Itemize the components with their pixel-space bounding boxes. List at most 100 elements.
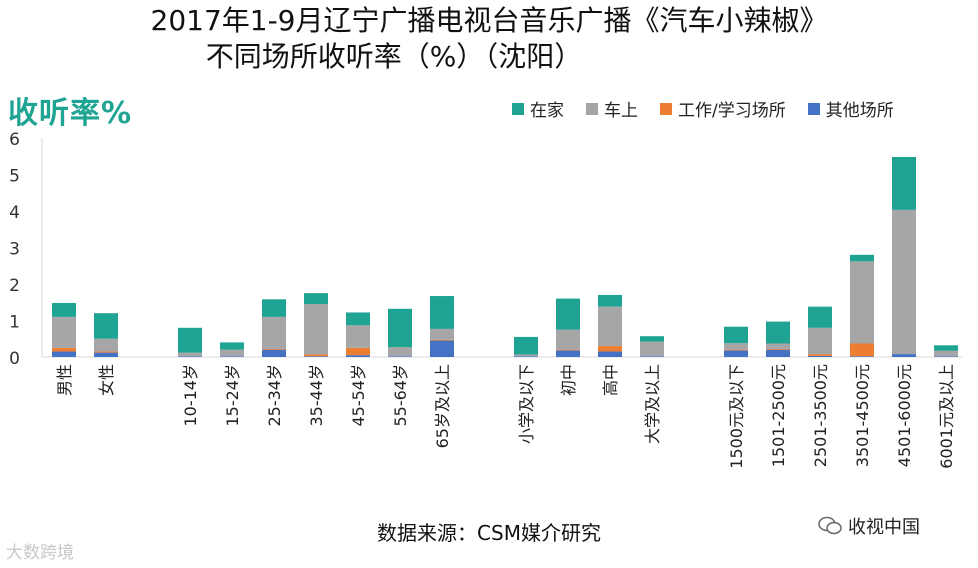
bar-segment-car — [52, 316, 76, 348]
bar-segment-car — [556, 329, 580, 350]
x-tick-label: 55-64岁 — [391, 364, 410, 427]
bar-segment-other — [52, 351, 76, 357]
x-tick-label: 1500元及以下 — [727, 364, 746, 469]
bar-segment-car — [850, 261, 874, 344]
y-tick-label: 5 — [9, 167, 20, 187]
bar-segment-car — [766, 343, 790, 349]
bar-segment-other — [220, 356, 244, 357]
bar-segment-work — [304, 354, 328, 357]
bar-segment-other — [598, 351, 622, 357]
chart-title-line2: 不同场所收听率（%）（沈阳） — [205, 40, 583, 73]
y-tick-label: 4 — [9, 203, 20, 223]
bar-segment-other — [850, 356, 874, 357]
legend-item-car: 车上 — [586, 96, 638, 121]
bar-segment-other — [514, 356, 538, 357]
bar-segment-home — [304, 293, 328, 305]
y-tick-label: 2 — [9, 276, 20, 296]
x-tick-label: 1501-2500元 — [769, 364, 788, 467]
bar-segment-home — [388, 308, 412, 348]
bar-segment-home — [892, 156, 916, 210]
bar-segment-other — [430, 340, 454, 357]
bar-segment-home — [556, 298, 580, 330]
y-axis-label: 收听率% — [8, 96, 133, 131]
y-tick-label: 3 — [9, 240, 20, 260]
bar-segment-work — [52, 347, 76, 352]
bar-segment-car — [388, 347, 412, 357]
bar-segment-home — [766, 321, 790, 344]
bar-segment-other — [808, 355, 832, 357]
bar-segment-other — [724, 350, 748, 357]
bar-segment-home — [346, 312, 370, 326]
bar-segment-home — [724, 326, 748, 344]
bar-segment-car — [934, 350, 958, 357]
bar-segment-work — [808, 354, 832, 356]
bar-segment-home — [262, 299, 286, 317]
bar-segment-car — [808, 327, 832, 355]
bar-segment-car — [304, 304, 328, 355]
legend-label-work: 工作/学习场所 — [678, 101, 786, 121]
x-tick-label: 小学及以下 — [517, 364, 536, 444]
bar-segment-car — [430, 328, 454, 340]
chart-title-line1: 2017年1-9月辽宁广播电视台音乐广播《汽车小辣椒》 — [150, 4, 828, 37]
legend-item-work: 工作/学习场所 — [660, 96, 786, 121]
bar-segment-home — [640, 336, 664, 342]
bar-segment-car — [724, 343, 748, 350]
legend-swatch-other — [807, 102, 820, 115]
bar-segment-work — [766, 348, 790, 350]
bar-segment-home — [850, 254, 874, 262]
bar-segment-work — [94, 351, 118, 353]
watermark-left: 大数跨境 — [6, 543, 74, 563]
x-tick-label: 3501-4500元 — [853, 364, 872, 467]
x-tick-label: 45-54岁 — [349, 364, 368, 427]
x-tick-label: 男性 — [55, 364, 74, 396]
bar-segment-car — [598, 306, 622, 347]
bar-segment-other — [766, 349, 790, 357]
legend-swatch-home — [512, 102, 524, 115]
bar-segment-other — [262, 349, 286, 357]
bar-segment-car — [262, 316, 286, 349]
y-tick-label: 6 — [9, 130, 20, 150]
y-tick-label: 1 — [9, 313, 20, 333]
bar-segment-other — [934, 356, 958, 357]
bar-segment-other — [346, 355, 370, 357]
bar-segment-car — [892, 209, 916, 355]
bar-segment-other — [388, 356, 412, 357]
x-tick-label: 初中 — [559, 364, 578, 396]
watermark-right-text: 收视中国 — [848, 517, 920, 538]
bar-segment-car — [220, 349, 244, 357]
x-tick-label: 65岁及以上 — [433, 364, 452, 448]
watermark-right: 收视中国 — [818, 513, 920, 539]
legend-swatch-car — [586, 102, 598, 115]
bar-segment-work — [724, 349, 748, 351]
bar-segment-car — [346, 325, 370, 348]
bar-segment-work — [346, 347, 370, 356]
bar-segment-work — [262, 348, 286, 350]
x-tick-label: 25-34岁 — [265, 364, 284, 427]
bar-segment-other — [640, 356, 664, 357]
x-tick-label: 10-14岁 — [181, 364, 200, 427]
bar-segment-other — [304, 356, 328, 357]
x-tick-label: 女性 — [97, 364, 116, 396]
bar-segment-other — [556, 350, 580, 357]
bar-segment-home — [598, 294, 622, 307]
x-tick-label: 35-44岁 — [307, 364, 326, 427]
x-tick-label: 6001元及以上 — [937, 364, 956, 469]
bar-segment-home — [94, 313, 118, 339]
bar-segment-car — [178, 352, 202, 357]
wechat-icon — [818, 516, 842, 535]
bar-segment-work — [556, 349, 580, 351]
bar-segment-home — [220, 342, 244, 350]
data-source-note: 数据来源：CSM媒介研究 — [377, 521, 601, 545]
bar-segment-home — [430, 296, 454, 329]
bar-segment-work — [850, 343, 874, 357]
legend: 在家 车上 工作/学习场所 其他场所 — [512, 96, 894, 121]
legend-label-home: 在家 — [530, 101, 564, 121]
legend-item-home: 在家 — [512, 96, 564, 121]
bar-segment-other — [178, 356, 202, 357]
x-tick-label: 2501-3500元 — [811, 364, 830, 467]
bar-segment-home — [934, 345, 958, 351]
x-tick-label: 4501-6000元 — [895, 364, 914, 467]
bar-segment-home — [514, 336, 538, 355]
bar-segment-car — [514, 354, 538, 357]
y-tick-label: 0 — [9, 349, 20, 369]
